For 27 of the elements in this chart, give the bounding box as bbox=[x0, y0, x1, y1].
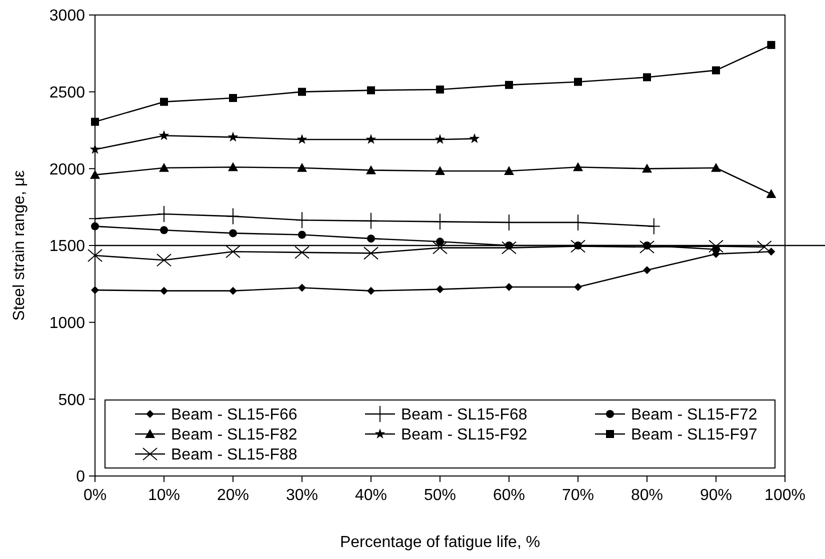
y-tick-label: 1000 bbox=[49, 314, 86, 332]
x-tick-label: 10% bbox=[148, 487, 180, 504]
y-tick-label: 2000 bbox=[49, 161, 86, 178]
legend-label: Beam - SL15-F92 bbox=[401, 426, 528, 444]
x-tick-label: 70% bbox=[562, 487, 594, 504]
legend-label: Beam - SL15-F72 bbox=[631, 406, 758, 424]
x-tick-label: 30% bbox=[286, 487, 318, 504]
x-axis-title: Percentage of fatigue life, % bbox=[340, 534, 540, 551]
y-tick-label: 1500 bbox=[49, 238, 86, 256]
y-tick-label: 3000 bbox=[49, 8, 86, 25]
y-axis-title: Steel strain range, με bbox=[11, 170, 28, 321]
y-tick-label: 0 bbox=[76, 468, 86, 486]
legend-label: Beam - SL15-F68 bbox=[401, 406, 528, 424]
legend-label: Beam - SL15-F88 bbox=[171, 446, 298, 464]
y-tick-label: 500 bbox=[58, 392, 86, 409]
legend-label: Beam - SL15-F97 bbox=[631, 426, 758, 444]
x-tick-label: 50% bbox=[424, 487, 456, 504]
legend-label: Beam - SL15-F82 bbox=[171, 426, 298, 444]
y-tick-label: 2500 bbox=[49, 84, 86, 102]
x-tick-label: 100% bbox=[764, 487, 806, 504]
x-tick-label: 90% bbox=[700, 487, 732, 504]
x-tick-label: 40% bbox=[354, 487, 388, 504]
x-tick-label: 60% bbox=[492, 487, 526, 504]
x-tick-label: 0% bbox=[83, 487, 107, 504]
x-tick-label: 80% bbox=[630, 487, 664, 504]
legend-label: Beam - SL15-F66 bbox=[171, 406, 298, 424]
x-tick-label: 20% bbox=[216, 487, 250, 504]
